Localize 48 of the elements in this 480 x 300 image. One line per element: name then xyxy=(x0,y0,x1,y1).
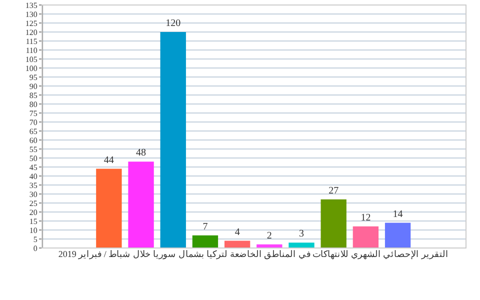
y-tick-label: 45 xyxy=(29,162,38,172)
bar xyxy=(384,222,411,248)
y-tick-label: 15 xyxy=(29,216,38,226)
y-tick-label: 90 xyxy=(29,82,38,91)
bar xyxy=(96,168,122,248)
y-tick-label: 60 xyxy=(29,136,38,145)
y-tick-label: 65 xyxy=(29,126,38,136)
y-tick-label: 0 xyxy=(33,244,38,253)
y-tick-label: 75 xyxy=(29,108,38,118)
data-label: 12 xyxy=(360,212,371,224)
y-tick-label: 125 xyxy=(25,18,38,28)
y-tick-label: 35 xyxy=(29,180,38,190)
data-label: 48 xyxy=(136,148,146,159)
y-tick-label: 80 xyxy=(29,100,38,109)
data-label: 120 xyxy=(166,18,181,29)
data-label: 27 xyxy=(328,185,339,196)
bar xyxy=(192,235,218,248)
y-tick-label: 40 xyxy=(29,172,38,181)
bar xyxy=(160,32,186,248)
data-label: 14 xyxy=(392,208,403,220)
data-label: 2 xyxy=(266,230,272,242)
y-tick-label: 120 xyxy=(25,28,38,37)
y-tick-label: 85 xyxy=(29,90,38,100)
data-label: 7 xyxy=(202,221,208,232)
x-axis-title: التقرير الإحصائي الشهري للانتهاكات في المناطق الخاضعة لتركيا بشمال سوريا خلال شباط / فبراير 2019 xyxy=(58,248,448,260)
y-tick-label: 110 xyxy=(26,46,38,55)
data-label: 3 xyxy=(299,228,304,240)
bar xyxy=(320,199,346,248)
y-tick-label: 50 xyxy=(29,154,38,163)
y-tick-label: 55 xyxy=(29,144,38,154)
y-tick-label: 20 xyxy=(29,208,38,217)
bar xyxy=(352,226,379,248)
y-tick-label: 30 xyxy=(29,190,38,199)
bar xyxy=(224,240,250,248)
y-tick-label: 70 xyxy=(29,118,38,127)
y-tick-label: 10 xyxy=(29,226,38,235)
y-tick-label: 105 xyxy=(25,54,38,64)
data-label: 4 xyxy=(234,226,240,238)
y-tick-label: 115 xyxy=(26,36,38,46)
y-tick-label: 135 xyxy=(25,0,38,10)
data-label: 44 xyxy=(104,154,114,166)
bar xyxy=(288,242,314,248)
y-tick-label: 25 xyxy=(29,198,38,208)
bar xyxy=(128,162,154,248)
y-tick-label: 130 xyxy=(25,10,38,19)
y-tick-label: 95 xyxy=(29,72,38,82)
y-tick-label: 5 xyxy=(33,234,38,244)
y-tick-label: 100 xyxy=(25,64,38,73)
